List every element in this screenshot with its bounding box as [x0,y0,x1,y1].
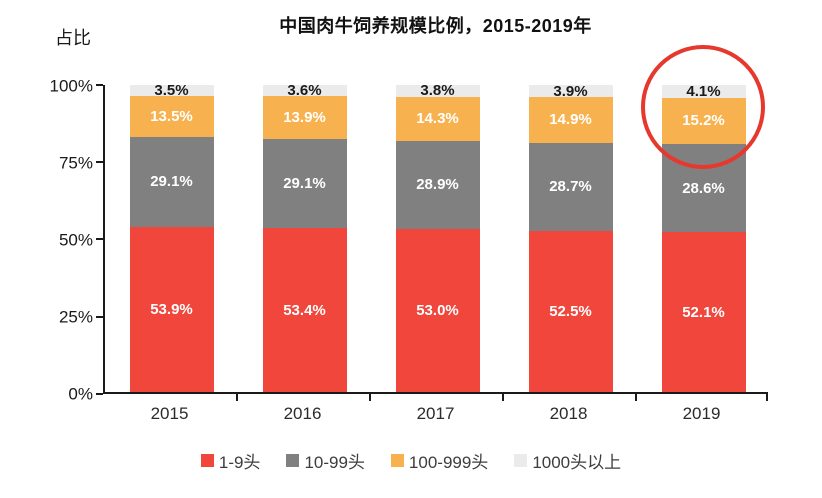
y-tick-0 [96,393,103,395]
y-axis-label-100: 100% [49,76,93,96]
segment-10-99头-2016: 29.1% [262,138,347,229]
legend-swatch-gray [286,454,300,467]
legend-swatch-lightgray [514,454,528,467]
segment-1-9头-2015: 53.9% [129,226,214,392]
x-axis-label-2019: 2019 [682,404,721,423]
y-tick-100 [96,84,103,86]
legend-item-10-99: 10-99头 [286,448,365,473]
segment-1-9头-2016: 53.4% [262,228,347,392]
legend-swatch-red [200,454,214,467]
legend-label: 1-9头 [218,453,261,472]
y-axis-label-25: 25% [58,307,93,327]
bar-2018: 52.5% 28.7% 14.9% 3.9% [528,84,613,392]
y-axis-title: 占比 [55,28,91,48]
x-tick-2 [369,394,371,401]
x-axis-label-2016: 2016 [283,404,322,423]
segment-1-9头-2018: 52.5% [528,230,613,392]
legend: 1-9头 10-99头 100-999头 1000头以上 [0,448,822,473]
legend-item-100-999: 100-999头 [390,448,489,473]
bar-2016: 53.4% 29.1% 13.9% 3.6% [262,83,347,392]
legend-label: 10-99头 [304,453,365,472]
segment-1-9头-2019: 52.1% [661,232,746,392]
highlight-circle-annotation [641,45,765,169]
y-axis-label-0: 0% [68,384,93,404]
x-axis-label-2015: 2015 [150,404,189,423]
y-tick-75 [96,161,103,163]
x-tick-5 [766,394,768,401]
y-axis-label-75: 75% [58,153,93,173]
x-tick-4 [635,394,637,401]
x-tick-3 [502,394,504,401]
chart-title: 中国肉牛饲养规模比例，2015-2019年 [279,16,592,36]
segment-1000头以上-2016: 3.6% [262,83,347,98]
x-axis-label-2018: 2018 [549,404,588,423]
segment-1000头以上-2015: 3.5% [129,83,214,98]
x-axis-label-2017: 2017 [416,404,455,423]
segment-100-999头-2018: 14.9% [528,97,613,143]
segment-1-9头-2017: 53.0% [395,229,480,392]
y-tick-25 [96,316,103,318]
plot-area: 53.9% 29.1% 13.5% 3.5% 53.4% 29.1% 13.9% 3.6% 53… [103,83,768,394]
segment-100-999头-2016: 13.9% [262,96,347,139]
x-tick-1 [236,394,238,401]
legend-label: 1000头以上 [532,453,622,472]
segment-1000头以上-2017: 3.8% [395,84,480,98]
segment-10-99头-2018: 28.7% [528,142,613,231]
bar-2017: 53.0% 28.9% 14.3% 3.8% [395,84,480,392]
y-axis-label-50: 50% [58,230,93,250]
legend-label: 100-999头 [408,453,489,472]
segment-1000头以上-2018: 3.9% [528,84,613,99]
segment-100-999头-2017: 14.3% [395,96,480,141]
segment-10-99头-2017: 28.9% [395,140,480,230]
segment-10-99头-2015: 29.1% [129,137,214,227]
legend-item-1-9: 1-9头 [200,448,261,473]
bar-2015: 53.9% 29.1% 13.5% 3.5% [129,83,214,392]
y-tick-50 [96,238,103,240]
segment-100-999头-2015: 13.5% [129,95,214,138]
legend-item-1000-plus: 1000头以上 [514,448,621,473]
legend-swatch-orange [390,454,404,467]
